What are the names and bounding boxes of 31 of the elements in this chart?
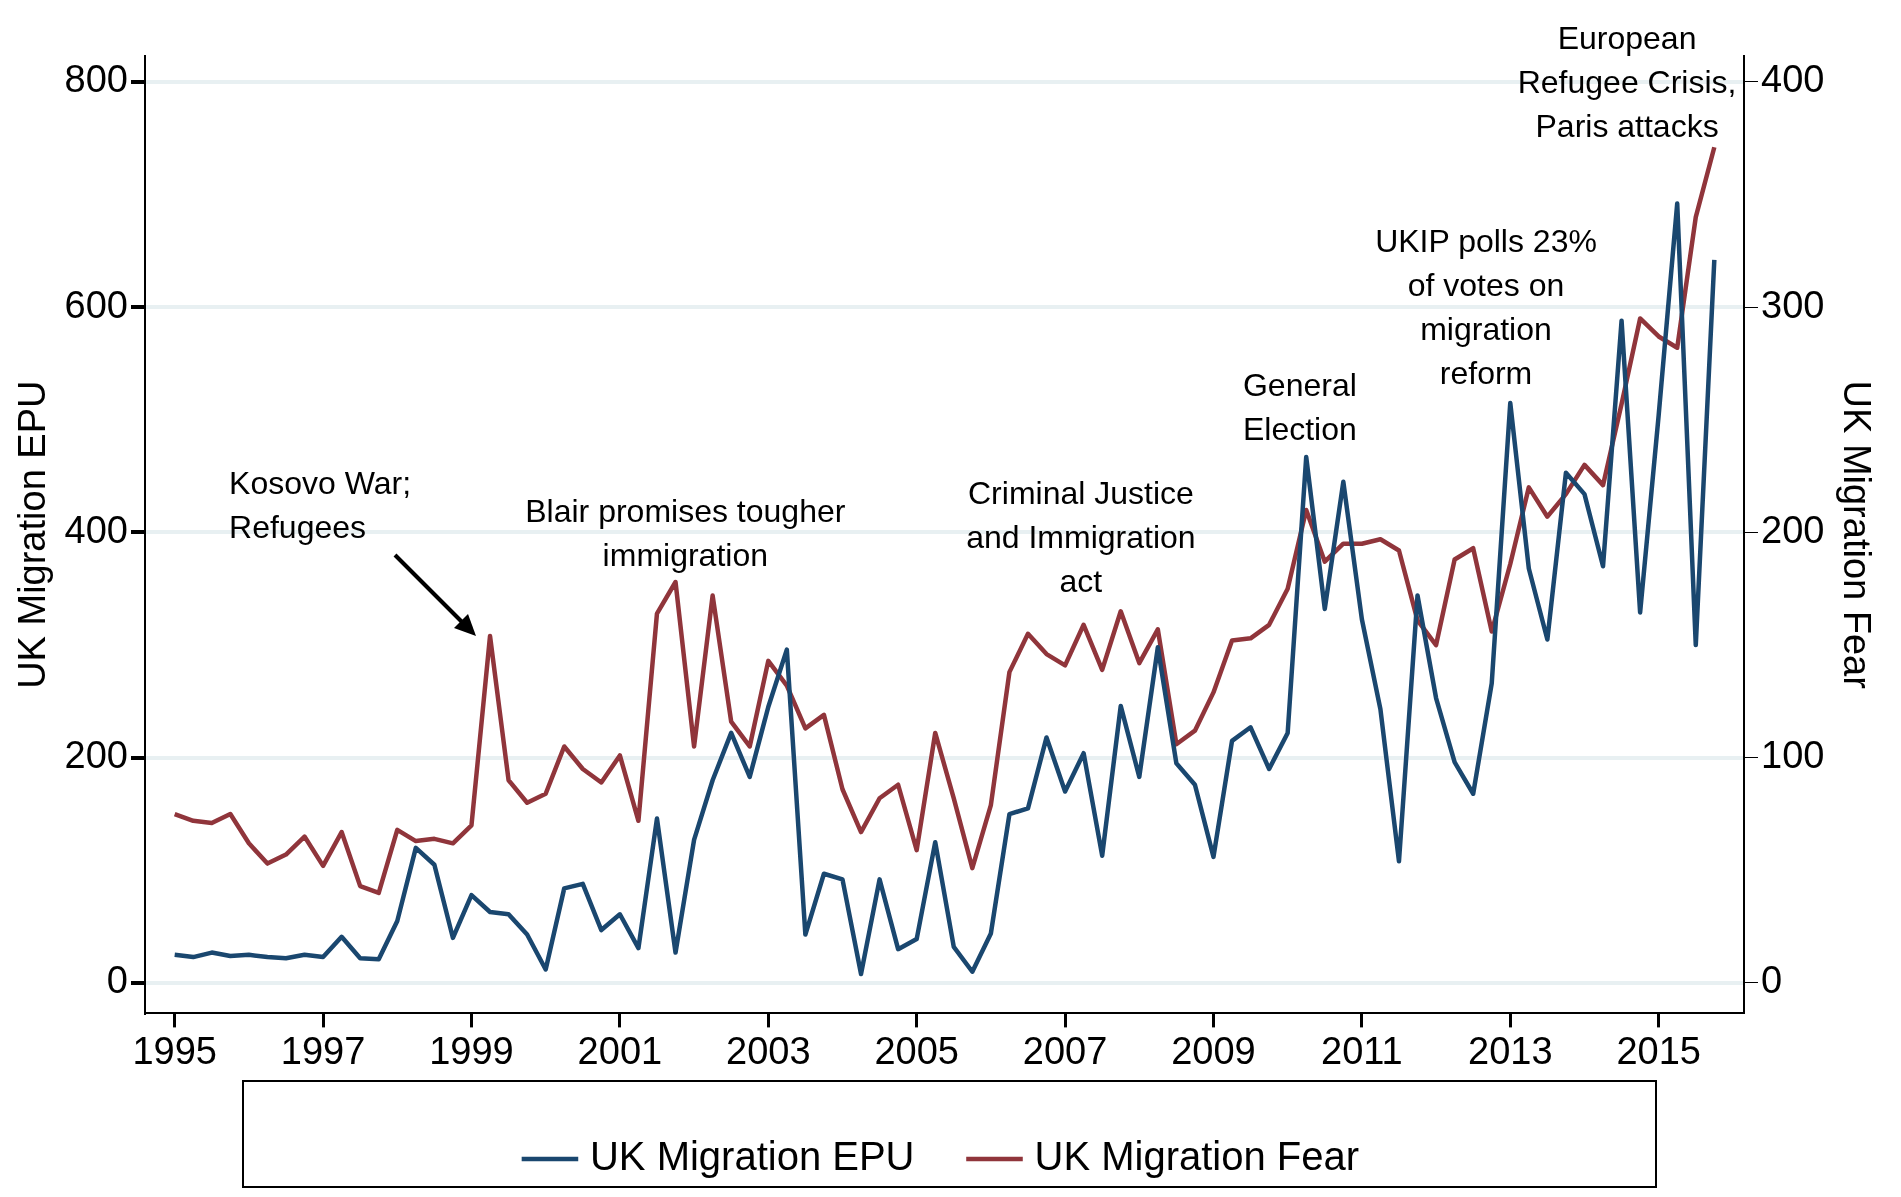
annotation: General Election xyxy=(1242,366,1357,447)
annotation: Criminal Justice and Immigration act xyxy=(966,474,1196,599)
annotation: European Refugee Crisis, Paris attacks xyxy=(1517,19,1737,144)
y2-axis-title: UK Migration Fear xyxy=(1835,380,1878,690)
x-tick-label: 2011 xyxy=(1321,1029,1403,1072)
x-tick-label: 1997 xyxy=(280,1029,366,1072)
y-tick-label: 800 xyxy=(64,58,128,101)
x-tick-label: 2009 xyxy=(1171,1029,1256,1072)
annotation: Kosovo War; Refugees xyxy=(229,465,412,546)
x-tick-label: 2003 xyxy=(726,1029,811,1072)
x-tick-label: 2007 xyxy=(1022,1029,1108,1072)
x-tick-label: 2005 xyxy=(874,1029,959,1072)
x-tick-label: 2013 xyxy=(1468,1029,1553,1072)
y2-tick-label: 400 xyxy=(1761,58,1825,101)
legend-label: UK Migration Fear xyxy=(1034,1134,1360,1179)
annotation: UKIP polls 23% of votes on migration reform xyxy=(1375,223,1597,392)
x-tick-label: 2015 xyxy=(1616,1029,1701,1072)
x-tick-label: 1999 xyxy=(429,1029,514,1072)
x-tick-label: 2001 xyxy=(577,1029,663,1072)
y2-tick-label: 100 xyxy=(1761,734,1825,777)
y-tick-label: 0 xyxy=(106,959,128,1002)
y2-tick-label: 0 xyxy=(1761,959,1783,1002)
y-axis-title: UK Migration EPU xyxy=(11,380,54,689)
y2-tick-label: 200 xyxy=(1761,508,1825,551)
legend-label: UK Migration EPU xyxy=(589,1134,915,1179)
annotation: Blair promises tougher immigration xyxy=(525,492,846,573)
y-tick-label: 600 xyxy=(64,283,128,326)
x-tick-label: 1995 xyxy=(132,1029,217,1072)
y-tick-label: 400 xyxy=(64,508,128,551)
y2-tick-label: 300 xyxy=(1761,283,1825,326)
y-tick-label: 200 xyxy=(64,734,128,777)
